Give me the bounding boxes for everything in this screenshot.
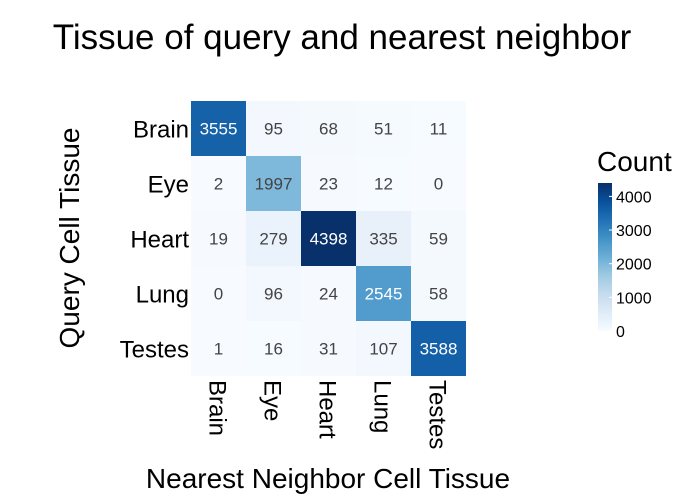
heatmap-cell: [246, 321, 301, 376]
heatmap-cell: [411, 156, 466, 211]
heatmap-cell: [191, 101, 246, 156]
cell-value-label: 59: [429, 230, 448, 249]
cell-value-label: 2545: [365, 285, 403, 304]
heatmap-cell: [246, 266, 301, 321]
heatmap-cell: [301, 211, 356, 266]
heatmap-cell: [191, 266, 246, 321]
cell-value-label: 23: [319, 175, 338, 194]
cell-value-label: 1: [214, 340, 223, 359]
heatmap-cell: [301, 156, 356, 211]
heatmap-cell: [411, 101, 466, 156]
cell-value-label: 11: [430, 120, 448, 139]
heatmap-cell: [411, 211, 466, 266]
chart-title: Tissue of query and nearest neighbor: [53, 18, 632, 57]
colorbar-tick-label: 0: [616, 324, 625, 341]
x-tick-label: Eye: [259, 380, 286, 421]
cell-value-label: 12: [374, 175, 393, 194]
colorbar-legend: 0 1000 2000 3000 4000: [598, 183, 652, 341]
heatmap-cell: [301, 266, 356, 321]
cell-value-label: 24: [319, 285, 338, 304]
x-tick-label: Testes: [424, 380, 451, 449]
heatmap-cell: [246, 211, 301, 266]
y-tick-label: Eye: [148, 172, 189, 199]
colorbar-tick-label: 2000: [616, 257, 652, 274]
cell-value-label: 68: [319, 120, 338, 139]
heatmap-cell: [356, 321, 411, 376]
cell-value-label: 19: [209, 230, 228, 249]
x-tick-label: Brain: [204, 380, 231, 436]
y-axis-title: Query Cell Tissue: [54, 128, 85, 349]
cell-value-label: 335: [369, 230, 397, 249]
cell-value-label: 4398: [310, 230, 348, 249]
heatmap-cell: [191, 211, 246, 266]
y-tick-label: Heart: [130, 227, 189, 254]
cell-value-label: 58: [429, 285, 448, 304]
heatmap-cell: [411, 266, 466, 321]
heatmap-cell: [356, 101, 411, 156]
heatmap-cell: [411, 321, 466, 376]
heatmap-cells: 3555 95 68 51 11 2 1997 23 12 0 19 279 4398 335 59 0 96 2…: [191, 101, 466, 376]
heatmap-cell: [356, 156, 411, 211]
heatmap-cell: [301, 101, 356, 156]
y-axis-ticks: Brain Eye Heart Lung Testes: [120, 117, 190, 364]
y-tick-label: Testes: [120, 337, 189, 364]
heatmap-cell: [246, 101, 301, 156]
x-tick-label: Heart: [314, 380, 341, 439]
cell-value-label: 107: [369, 340, 397, 359]
heatmap-cell: [191, 321, 246, 376]
heatmap-cell: [301, 321, 356, 376]
colorbar: [598, 183, 612, 331]
legend-title: Count: [597, 146, 672, 177]
heatmap-cell: [191, 156, 246, 211]
cell-value-label: 0: [434, 175, 443, 194]
cell-value-label: 2: [214, 175, 223, 194]
cell-value-label: 95: [264, 120, 283, 139]
cell-value-label: 51: [374, 120, 393, 139]
cell-value-label: 16: [264, 340, 283, 359]
x-axis-ticks: Brain Eye Heart Lung Testes: [204, 380, 451, 449]
heatmap-cell: [356, 211, 411, 266]
cell-value-label: 31: [319, 340, 338, 359]
y-tick-label: Lung: [136, 282, 189, 309]
colorbar-tick-label: 4000: [616, 189, 652, 206]
cell-value-label: 3588: [420, 340, 458, 359]
cell-value-label: 0: [214, 285, 223, 304]
cell-value-label: 3555: [200, 120, 238, 139]
y-tick-label: Brain: [133, 117, 189, 144]
x-axis-title: Nearest Neighbor Cell Tissue: [146, 463, 510, 494]
colorbar-tick-label: 3000: [616, 223, 652, 240]
x-tick-label: Lung: [369, 380, 396, 433]
heatmap-cell: [246, 156, 301, 211]
cell-value-label: 1997: [255, 175, 293, 194]
colorbar-tick-label: 1000: [616, 290, 652, 307]
cell-value-label: 279: [259, 230, 287, 249]
heatmap-cell: [356, 266, 411, 321]
cell-value-label: 96: [264, 285, 283, 304]
